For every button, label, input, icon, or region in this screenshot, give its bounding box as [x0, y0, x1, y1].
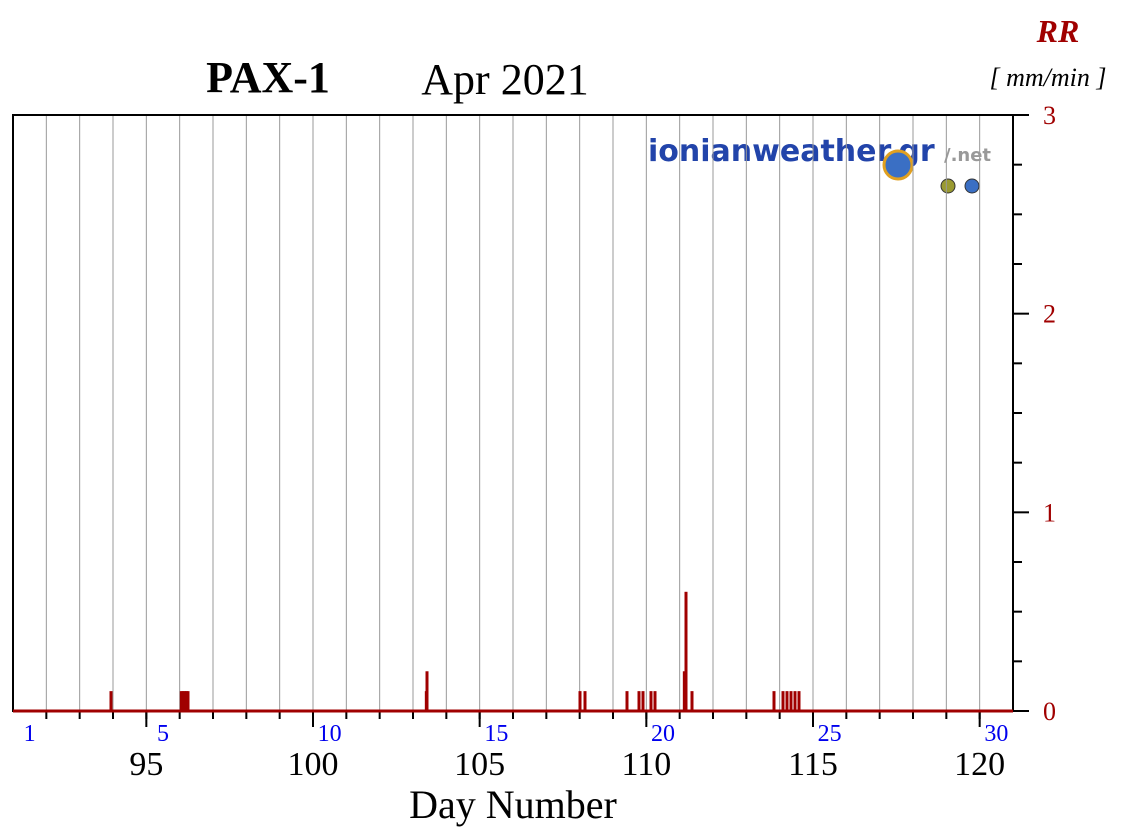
bar: [181, 691, 185, 711]
chart-title: PAX-1: [206, 53, 330, 102]
watermark-icon: [940, 178, 956, 194]
bar: [682, 671, 686, 711]
watermark-logo: [882, 149, 914, 181]
bar: [789, 691, 793, 711]
day-label: 25: [818, 721, 842, 747]
bar: [653, 691, 657, 711]
bar: [637, 691, 641, 711]
bar: [684, 591, 688, 711]
bar: [793, 691, 797, 711]
day-label: 5: [157, 721, 169, 747]
bar: [425, 671, 429, 711]
y-axis-label: RR: [1036, 13, 1080, 49]
bar: [781, 691, 785, 711]
day-label: 15: [484, 721, 508, 747]
x-tick-label: 110: [621, 746, 671, 783]
day-label: 20: [651, 721, 675, 747]
x-tick-label: 120: [954, 746, 1005, 783]
bar: [690, 691, 694, 711]
watermark-suffix: /.net: [944, 145, 991, 166]
y-tick-label: 1: [1043, 498, 1056, 527]
y-tick-label: 2: [1043, 300, 1056, 329]
day-label: 10: [318, 721, 342, 747]
bar: [625, 691, 629, 711]
day-label: 1: [24, 721, 36, 747]
bar: [179, 691, 183, 711]
watermark-icon: [964, 178, 980, 194]
bar: [578, 691, 582, 711]
x-axis-label: Day Number: [409, 782, 617, 827]
y-tick-label: 3: [1043, 101, 1056, 130]
bar: [641, 691, 645, 711]
x-tick-label: 105: [454, 746, 505, 783]
x-tick-label: 95: [129, 746, 163, 783]
x-tick-label: 115: [788, 746, 838, 783]
bar: [183, 691, 187, 711]
bar: [785, 691, 789, 711]
y-tick-label: 0: [1043, 697, 1056, 726]
bar: [649, 691, 653, 711]
x-tick-label: 100: [288, 746, 339, 783]
bar: [797, 691, 801, 711]
bar: [772, 691, 776, 711]
y-axis-unit: [ mm/min ]: [989, 63, 1106, 92]
bar: [186, 691, 190, 711]
chart-subtitle: Apr 2021: [421, 55, 588, 104]
bar: [109, 691, 113, 711]
day-label: 30: [984, 721, 1008, 747]
bar: [583, 691, 587, 711]
bar: [184, 691, 188, 711]
